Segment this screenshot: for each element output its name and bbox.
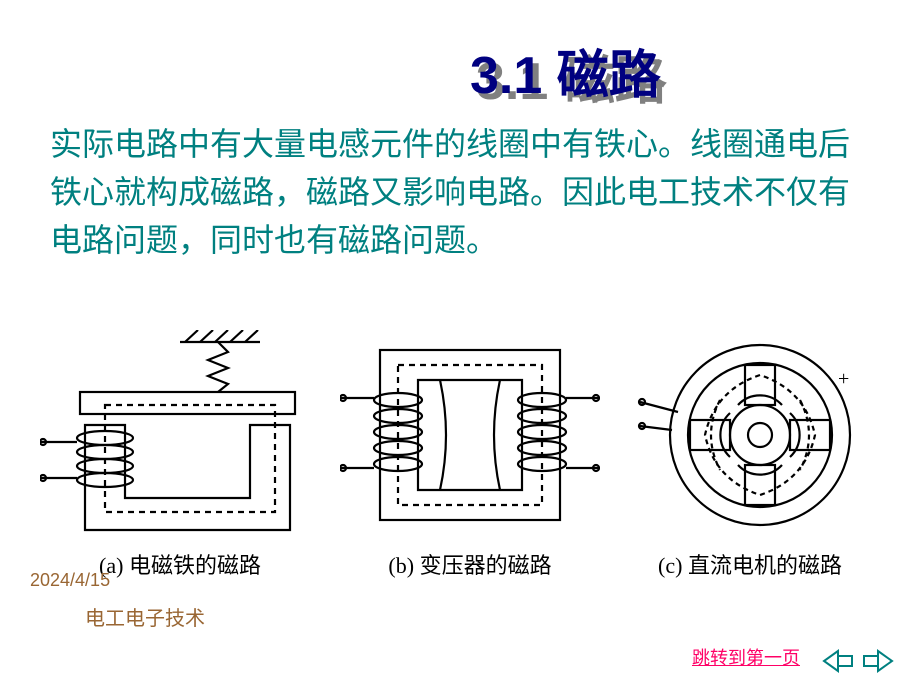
title-region: 3.1 磁路 3.1 磁路 [230, 20, 710, 100]
nav-arrows-svg [820, 647, 900, 675]
diagram-a: (a) 电磁铁的磁路 [40, 330, 320, 580]
footer-label: 电工电子技术 [85, 602, 205, 631]
caption-c: (c) 直流电机的磁路 [620, 548, 880, 580]
next-arrow-icon[interactable] [864, 651, 892, 671]
prev-arrow-icon[interactable] [824, 651, 852, 671]
nav-arrows [820, 647, 900, 675]
transformer-svg [340, 330, 600, 540]
electromagnet-svg [40, 330, 320, 540]
dc-motor-svg: + [620, 330, 880, 540]
date-stamp: 2024/4/15 [30, 570, 110, 591]
jump-first-page-link[interactable]: 跳转到第一页 [692, 644, 800, 670]
diagram-b: (b) 变压器的磁路 [340, 330, 600, 580]
body-paragraph: 实际电路中有大量电感元件的线圈中有铁心。线圈通电后铁心就构成磁路，磁路又影响电路… [50, 120, 870, 264]
svg-text:+: + [838, 368, 849, 390]
diagram-c: + (c) 直流电机的磁路 [620, 330, 880, 580]
page-title: 3.1 磁路 [470, 33, 661, 108]
diagram-row: (a) 电磁铁的磁路 [40, 340, 880, 580]
caption-b: (b) 变压器的磁路 [340, 548, 600, 580]
